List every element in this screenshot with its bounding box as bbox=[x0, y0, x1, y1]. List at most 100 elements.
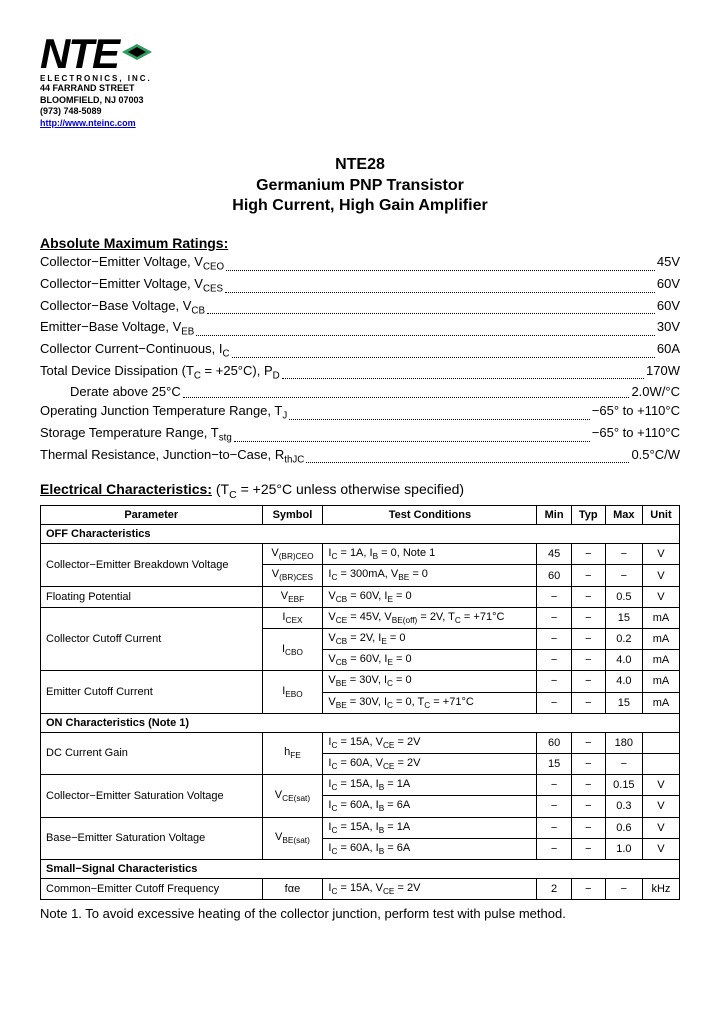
typ-cell: − bbox=[571, 650, 605, 671]
symbol-cell: V(BR)CEO bbox=[262, 544, 323, 565]
rating-value: 60V bbox=[657, 297, 680, 319]
dotted-leader bbox=[232, 340, 655, 358]
typ-cell: − bbox=[571, 544, 605, 565]
rating-label: Collector Current−Continuous, IC bbox=[40, 340, 230, 362]
typ-cell: − bbox=[571, 629, 605, 650]
title-block: NTE28 Germanium PNP Transistor High Curr… bbox=[40, 155, 680, 217]
symbol-cell: V(BR)CES bbox=[262, 565, 323, 586]
table-header-cell: Parameter bbox=[41, 506, 263, 525]
elec-head-rest: (TC = +25°C unless otherwise specified) bbox=[212, 481, 464, 497]
rating-label: Collector−Emitter Voltage, VCEO bbox=[40, 253, 224, 275]
rating-value: 60A bbox=[657, 340, 680, 362]
rating-value: 30V bbox=[657, 318, 680, 340]
max-cell: 4.0 bbox=[605, 671, 642, 692]
unit-cell: V bbox=[642, 544, 679, 565]
dotted-leader bbox=[207, 297, 655, 315]
symbol-cell: fαe bbox=[262, 878, 323, 899]
characteristics-table: ParameterSymbolTest ConditionsMinTypMaxU… bbox=[40, 505, 680, 900]
table-header-cell: Typ bbox=[571, 506, 605, 525]
table-row: DC Current GainhFEIC = 15A, VCE = 2V60−1… bbox=[41, 732, 680, 753]
title-line2: Germanium PNP Transistor bbox=[40, 176, 680, 197]
company-address: 44 FARRAND STREET BLOOMFIELD, NJ 07003 (… bbox=[40, 83, 680, 130]
symbol-cell: hFE bbox=[262, 732, 323, 774]
min-cell: 45 bbox=[537, 544, 571, 565]
typ-cell: − bbox=[571, 565, 605, 586]
electrical-header: Electrical Characteristics: (TC = +25°C … bbox=[40, 481, 680, 501]
min-cell: 15 bbox=[537, 753, 571, 774]
symbol-cell: VCE(sat) bbox=[262, 775, 323, 817]
min-cell: − bbox=[537, 796, 571, 817]
letterhead: NTE ELECTRONICS, INC. 44 FARRAND STREET … bbox=[40, 30, 680, 130]
rating-value: 170W bbox=[646, 362, 680, 384]
param-cell: DC Current Gain bbox=[41, 732, 263, 774]
typ-cell: − bbox=[571, 692, 605, 713]
table-row: Collector−Emitter Breakdown VoltageV(BR)… bbox=[41, 544, 680, 565]
table-row: Collector−Emitter Saturation VoltageVCE(… bbox=[41, 775, 680, 796]
max-cell: − bbox=[605, 544, 642, 565]
max-cell: 4.0 bbox=[605, 650, 642, 671]
rating-label: Collector−Base Voltage, VCB bbox=[40, 297, 205, 319]
symbol-cell: ICBO bbox=[262, 629, 323, 671]
rating-row: Emitter−Base Voltage, VEB30V bbox=[40, 318, 680, 340]
section-header-row: ON Characteristics (Note 1) bbox=[41, 713, 680, 732]
dotted-leader bbox=[226, 253, 655, 271]
min-cell: 60 bbox=[537, 565, 571, 586]
unit-cell: mA bbox=[642, 629, 679, 650]
symbol-cell: VEBF bbox=[262, 586, 323, 607]
unit-cell bbox=[642, 753, 679, 774]
param-cell: Base−Emitter Saturation Voltage bbox=[41, 817, 263, 859]
rating-label: Total Device Dissipation (TC = +25°C), P… bbox=[40, 362, 280, 384]
title-line1: NTE28 bbox=[40, 155, 680, 176]
param-cell: Collector Cutoff Current bbox=[41, 607, 263, 671]
unit-cell: mA bbox=[642, 692, 679, 713]
table-row: Common−Emitter Cutoff FrequencyfαeIC = 1… bbox=[41, 878, 680, 899]
min-cell: − bbox=[537, 671, 571, 692]
max-cell: 15 bbox=[605, 692, 642, 713]
typ-cell: − bbox=[571, 817, 605, 838]
max-cell: 0.5 bbox=[605, 586, 642, 607]
min-cell: − bbox=[537, 629, 571, 650]
dotted-leader bbox=[234, 424, 590, 442]
condition-cell: IC = 60A, VCE = 2V bbox=[323, 753, 537, 774]
rating-value: −65° to +110°C bbox=[592, 424, 680, 446]
website-link[interactable]: http://www.nteinc.com bbox=[40, 118, 136, 128]
rating-row: Thermal Resistance, Junction−to−Case, Rt… bbox=[40, 446, 680, 468]
table-body: OFF CharacteristicsCollector−Emitter Bre… bbox=[41, 525, 680, 900]
section-title: ON Characteristics (Note 1) bbox=[41, 713, 680, 732]
dotted-leader bbox=[282, 362, 644, 380]
table-header-cell: Test Conditions bbox=[323, 506, 537, 525]
section-header-row: Small−Signal Characteristics bbox=[41, 859, 680, 878]
condition-cell: IC = 60A, IB = 6A bbox=[323, 796, 537, 817]
table-row: Emitter Cutoff CurrentIEBOVBE = 30V, IC … bbox=[41, 671, 680, 692]
condition-cell: IC = 15A, IB = 1A bbox=[323, 775, 537, 796]
param-cell: Collector−Emitter Breakdown Voltage bbox=[41, 544, 263, 586]
unit-cell bbox=[642, 732, 679, 753]
max-cell: 0.15 bbox=[605, 775, 642, 796]
rating-row: Collector−Emitter Voltage, VCES 60V bbox=[40, 275, 680, 297]
company-subline: ELECTRONICS, INC. bbox=[40, 74, 680, 83]
ratings-header: Absolute Maximum Ratings: bbox=[40, 235, 680, 251]
min-cell: − bbox=[537, 692, 571, 713]
max-cell: 0.2 bbox=[605, 629, 642, 650]
rating-row: Collector Current−Continuous, IC 60A bbox=[40, 340, 680, 362]
rating-label: Operating Junction Temperature Range, TJ bbox=[40, 402, 287, 424]
dotted-leader bbox=[225, 275, 655, 293]
symbol-cell: ICEX bbox=[262, 607, 323, 628]
rating-row: Total Device Dissipation (TC = +25°C), P… bbox=[40, 362, 680, 384]
rating-value: 60V bbox=[657, 275, 680, 297]
max-cell: 15 bbox=[605, 607, 642, 628]
condition-cell: VBE = 30V, IC = 0, TC = +71°C bbox=[323, 692, 537, 713]
rating-label: Derate above 25°C bbox=[40, 383, 181, 402]
min-cell: − bbox=[537, 586, 571, 607]
table-row: Floating PotentialVEBFVCB = 60V, IE = 0−… bbox=[41, 586, 680, 607]
condition-cell: IC = 15A, VCE = 2V bbox=[323, 732, 537, 753]
footnote: Note 1. To avoid excessive heating of th… bbox=[40, 906, 680, 921]
symbol-cell: VBE(sat) bbox=[262, 817, 323, 859]
min-cell: − bbox=[537, 817, 571, 838]
rating-row: Derate above 25°C2.0W/°C bbox=[40, 383, 680, 402]
min-cell: 60 bbox=[537, 732, 571, 753]
condition-cell: VCB = 60V, IE = 0 bbox=[323, 586, 537, 607]
typ-cell: − bbox=[571, 838, 605, 859]
rating-label: Collector−Emitter Voltage, VCES bbox=[40, 275, 223, 297]
rating-value: 45V bbox=[657, 253, 680, 275]
